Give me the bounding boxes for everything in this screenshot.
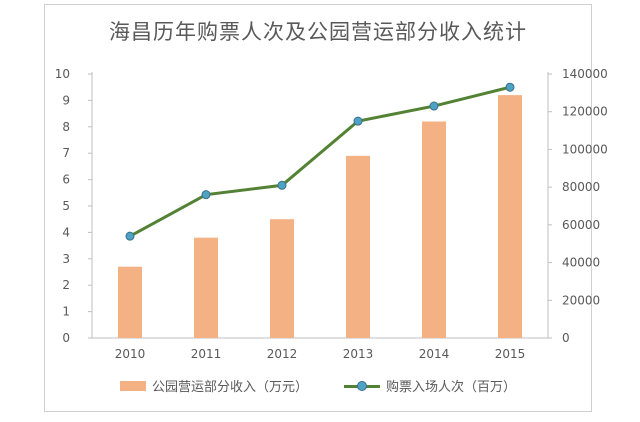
y-left-tick-label: 1 <box>62 305 70 319</box>
y-left-tick-label: 9 <box>62 93 70 107</box>
x-tick-label: 2011 <box>191 347 222 361</box>
bar-revenue <box>270 219 294 338</box>
bar-revenue <box>498 95 522 339</box>
legend-bar-swatch <box>119 380 146 391</box>
line-visitors <box>129 85 511 238</box>
y-right-tick-label: 40000 <box>562 256 600 270</box>
bar-revenue <box>118 266 142 338</box>
line-point-visitors <box>125 231 135 241</box>
bar-revenue <box>422 121 446 339</box>
y-left-tick-label: 5 <box>62 199 70 213</box>
legend-label-visitors: 购票入场人次（百万） <box>386 380 517 395</box>
y-left-tick-label: 6 <box>62 173 70 187</box>
x-tick-label: 2013 <box>343 347 374 361</box>
y-left-tick-label: 10 <box>55 67 70 81</box>
y-right-tick-label: 120000 <box>562 105 608 119</box>
line-point-visitors <box>277 180 287 190</box>
x-tick-label: 2014 <box>419 347 450 361</box>
chart-legend: 公园营运部分收入（万元） 购票入场人次（百万） <box>44 376 592 395</box>
chart-title: 海昌历年购票人次及公园营运部分收入统计 <box>109 20 527 44</box>
line-point-visitors <box>353 116 363 126</box>
line-point-visitors <box>429 101 439 111</box>
legend-label-revenue: 公园营运部分收入（万元） <box>151 380 308 395</box>
y-left-tick-label: 8 <box>62 120 70 134</box>
y-right-tick-label: 60000 <box>562 218 600 232</box>
x-tick-label: 2015 <box>495 347 526 361</box>
bar-revenue <box>194 237 218 338</box>
x-tick-label: 2012 <box>267 347 298 361</box>
x-tick-label: 2010 <box>115 347 146 361</box>
y-left-tick-label: 7 <box>62 146 70 160</box>
y-right-tick-label: 140000 <box>562 67 608 81</box>
y-right-tick-label: 0 <box>562 331 570 345</box>
y-right-tick-label: 100000 <box>562 142 608 156</box>
legend-line-swatch <box>344 380 380 391</box>
y-left-tick-label: 3 <box>62 252 70 266</box>
y-left-tick-label: 2 <box>62 278 70 292</box>
line-point-visitors <box>505 82 515 92</box>
y-left-tick-label: 4 <box>62 225 70 239</box>
bar-revenue <box>346 155 370 338</box>
line-point-visitors <box>201 190 211 200</box>
legend-item-visitors[interactable]: 购票入场人次（百万） <box>344 376 516 395</box>
y-left-tick-label: 0 <box>62 331 70 345</box>
y-right-tick-label: 80000 <box>562 180 600 194</box>
y-right-tick-label: 20000 <box>562 293 600 307</box>
legend-item-revenue[interactable]: 公园营运部分收入（万元） <box>119 376 308 395</box>
